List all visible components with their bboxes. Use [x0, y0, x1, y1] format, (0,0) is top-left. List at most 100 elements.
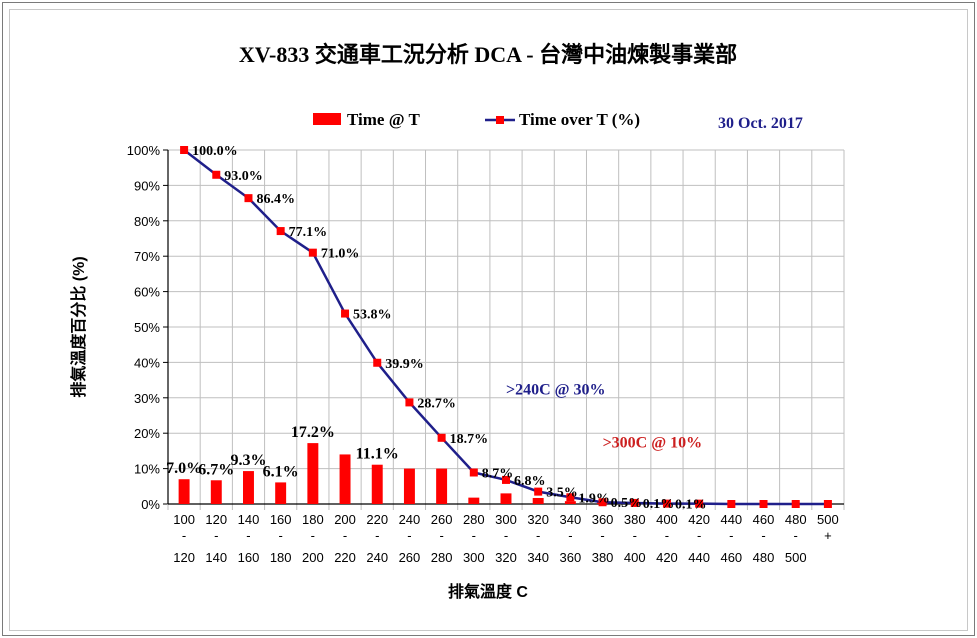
- line-marker: [823, 500, 832, 508]
- line-data-label: 71.0%: [321, 247, 360, 262]
- x-tick-label-sep: -: [278, 528, 282, 543]
- x-tick-label-sep: -: [375, 528, 379, 543]
- bars: [178, 443, 705, 504]
- x-tick-label-low: 200: [334, 512, 356, 527]
- line-marker: [276, 227, 285, 236]
- x-tick-label-low: 260: [431, 512, 453, 527]
- line-data-label: 77.1%: [289, 225, 328, 240]
- bar: [532, 497, 544, 504]
- x-tick-label-low: 400: [656, 512, 678, 527]
- line-marker: [791, 500, 800, 508]
- line-marker: [180, 146, 189, 154]
- line-marker: [502, 475, 510, 484]
- line-marker: [534, 487, 543, 496]
- x-tick-label-high: 480: [753, 550, 775, 565]
- legend-line-label: Time over T (%): [519, 110, 640, 129]
- y-tick-label: 30%: [134, 391, 160, 406]
- x-tick-label-high: 420: [656, 550, 678, 565]
- x-tick-label-low: 360: [592, 512, 614, 527]
- x-tick-label-high: 200: [302, 550, 324, 565]
- line-data-label: 8.7%: [482, 466, 514, 481]
- line-markers: [180, 146, 832, 508]
- line-data-label: 53.8%: [353, 308, 392, 323]
- line-marker: [727, 500, 736, 508]
- line-data-label: 39.9%: [385, 357, 424, 372]
- x-tick-label-low: 300: [495, 512, 517, 527]
- y-tick-label: 100%: [127, 143, 161, 158]
- bar: [210, 480, 222, 504]
- x-tick-label-high: 220: [334, 550, 356, 565]
- legend-bar-label: Time @ T: [347, 110, 420, 129]
- x-tick-label-high: 360: [560, 550, 582, 565]
- x-tick-label-low: 380: [624, 512, 646, 527]
- chart-title: XV-833 交通車工況分析 DCA - 台灣中油煉製事業部: [239, 42, 737, 67]
- x-tick-label-low: 100: [173, 512, 195, 527]
- line-data-label: 93.0%: [224, 169, 262, 184]
- x-tick-label-sep: -: [600, 528, 604, 543]
- x-tick-label-sep: -: [214, 528, 218, 543]
- x-tick-label-sep: -: [761, 528, 765, 543]
- line-data-label: 86.4%: [256, 192, 295, 207]
- line-data-label: 6.8%: [514, 474, 546, 489]
- y-tick-label: 70%: [134, 249, 160, 264]
- annotation-label: >300C @ 10%: [603, 434, 703, 451]
- x-tick-label-low: 140: [238, 512, 260, 527]
- x-tick-label-high: 140: [205, 550, 227, 565]
- line-data-label: 3.5%: [546, 486, 578, 501]
- x-tick-label-high: 180: [270, 550, 292, 565]
- bar: [339, 454, 351, 504]
- grid: [163, 149, 845, 510]
- x-tick-label-high: 120: [173, 550, 195, 565]
- x-tick-label-sep: -: [568, 528, 572, 543]
- y-tick-label: 0%: [141, 497, 160, 512]
- x-tick-label-high: 400: [624, 550, 646, 565]
- x-tick-label-sep: -: [633, 528, 637, 543]
- y-tick-label: 60%: [134, 285, 160, 300]
- x-tick-label-sep: -: [697, 528, 701, 543]
- y-tick-label: 50%: [134, 320, 160, 335]
- legend-line-marker: [496, 116, 504, 124]
- chart-inner-border: [9, 9, 968, 631]
- line-data-label: 1.9%: [578, 491, 610, 506]
- x-axis-title: 排氣溫度 C: [448, 582, 528, 601]
- line-marker: [598, 498, 607, 507]
- x-tick-label-high: 280: [431, 550, 453, 565]
- x-tick-label-low: 500: [817, 512, 839, 527]
- x-tick-label-sep: -: [407, 528, 411, 543]
- x-tick-label-low: 180: [302, 512, 324, 527]
- x-tick-label-sep: -: [439, 528, 443, 543]
- y-axis-title: 排氣溫度百分比 (%): [69, 256, 88, 397]
- bar: [436, 468, 448, 504]
- annotations: >240C @ 30% >300C @ 10%: [506, 381, 702, 451]
- x-tick-label-sep: -: [246, 528, 250, 543]
- bar-data-label: 7.0%: [166, 460, 202, 477]
- x-tick-label-sep: -: [729, 528, 733, 543]
- y-tick-labels: 0% 10% 20% 30% 40% 50% 60% 70% 80% 90% 100%: [127, 143, 161, 512]
- y-tick-label: 90%: [134, 178, 160, 193]
- line-marker: [469, 468, 478, 477]
- bar-data-label: 6.1%: [263, 463, 299, 480]
- x-tick-label-high: 300: [463, 550, 485, 565]
- x-tick-label-high: 340: [527, 550, 549, 565]
- bar-data-label: 17.2%: [291, 424, 335, 441]
- bar: [371, 464, 383, 504]
- y-tick-label: 20%: [134, 426, 160, 441]
- line-data-label: 18.7%: [450, 432, 489, 447]
- line-data-label: 0.1%: [643, 497, 675, 512]
- bar: [403, 468, 415, 504]
- x-tick-label-low: 160: [270, 512, 292, 527]
- x-tick-label-high: 440: [688, 550, 710, 565]
- x-tick-label-low: 120: [205, 512, 227, 527]
- line-marker: [405, 398, 414, 407]
- bar-data-label: 11.1%: [356, 446, 399, 463]
- x-tick-label-low: 280: [463, 512, 485, 527]
- x-tick-label-sep: -: [536, 528, 540, 543]
- bar-data-label: 9.3%: [230, 452, 266, 469]
- x-tick-label-sep: -: [343, 528, 347, 543]
- x-tick-label-sep: -: [665, 528, 669, 543]
- x-tick-label-sep: -: [794, 528, 798, 543]
- x-tick-label-low: 340: [560, 512, 582, 527]
- x-tick-label-sep: -: [311, 528, 315, 543]
